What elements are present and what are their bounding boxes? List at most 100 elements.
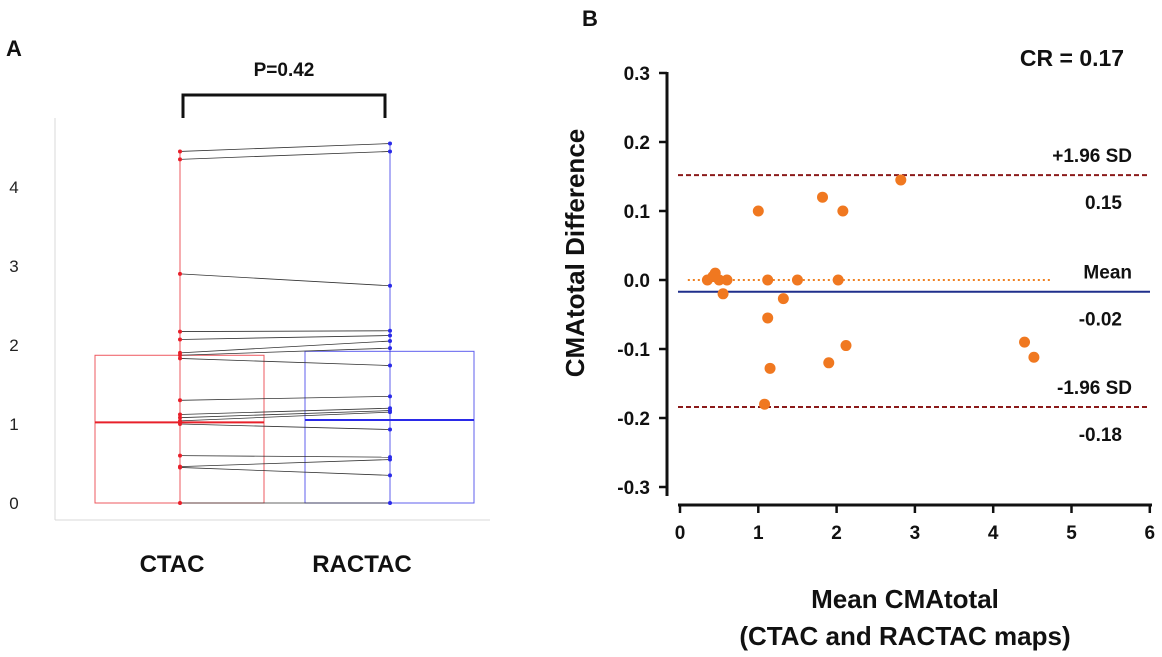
pair-line bbox=[179, 395, 391, 401]
pair-line bbox=[179, 358, 391, 366]
ctac-point bbox=[178, 356, 182, 361]
pair-line bbox=[179, 407, 391, 415]
category-label-ctac: CTAC bbox=[140, 551, 205, 578]
ref-label-1-96-sd: -1.96 SD bbox=[1057, 378, 1132, 399]
ctac-point bbox=[178, 422, 182, 426]
panel-b-y-axis-title: CMAtotal Difference bbox=[560, 129, 590, 377]
ctac-point bbox=[178, 157, 182, 162]
ctac-point bbox=[178, 415, 182, 420]
ractac-point bbox=[388, 141, 392, 146]
panel-a-boxes bbox=[94, 143, 475, 504]
ctac-point bbox=[178, 418, 182, 423]
x-tick-label: 0 bbox=[675, 523, 686, 544]
ctac-point bbox=[178, 337, 182, 342]
panel-b-x-axis-title-line1: Mean CMAtotal bbox=[811, 584, 999, 614]
y-tick-label: 0.0 bbox=[624, 271, 650, 292]
y-tick-label: 0.3 bbox=[624, 64, 650, 85]
data-point bbox=[817, 191, 829, 203]
ractac-point bbox=[388, 410, 392, 415]
panel-b-x-ticks: 0 1 2 3 4 5 6 bbox=[675, 505, 1155, 544]
ractac-point bbox=[388, 363, 392, 368]
pair-line bbox=[179, 411, 391, 422]
ractac-point bbox=[388, 283, 392, 288]
data-point bbox=[1019, 336, 1031, 348]
ctac-point bbox=[178, 453, 182, 458]
data-point bbox=[823, 357, 835, 369]
panel-a-letter: A bbox=[6, 36, 22, 61]
data-point bbox=[762, 274, 774, 286]
pair-line bbox=[179, 151, 391, 160]
y-tick-label: 1 bbox=[9, 415, 18, 434]
data-point bbox=[762, 312, 774, 324]
pair-line bbox=[179, 410, 391, 419]
y-tick-label: 0.1 bbox=[624, 202, 651, 223]
y-tick-label: -0.1 bbox=[617, 340, 650, 361]
y-tick-label: 4 bbox=[9, 178, 18, 197]
x-tick-label: 6 bbox=[1145, 523, 1156, 544]
ctac-point bbox=[178, 149, 182, 154]
pair-line bbox=[179, 455, 391, 458]
pair-line bbox=[179, 330, 391, 332]
data-point bbox=[717, 288, 729, 300]
ractac-point bbox=[388, 339, 392, 344]
panel-a-pair-lines bbox=[178, 141, 392, 505]
ctac-point bbox=[178, 353, 182, 358]
pair-line bbox=[179, 459, 391, 468]
ractac-point bbox=[388, 346, 392, 351]
data-point bbox=[713, 274, 725, 286]
significance-bracket bbox=[181, 93, 387, 118]
category-label-ractac: RACTAC bbox=[312, 551, 412, 578]
ctac-point bbox=[178, 398, 182, 403]
panel-a-y-tick-labels: 0 1 2 3 4 bbox=[9, 178, 18, 513]
p-value-label: P=0.42 bbox=[254, 60, 315, 81]
ractac-point bbox=[388, 427, 392, 432]
ref-value-mean: -0.02 bbox=[1079, 310, 1122, 331]
ctac-point bbox=[178, 271, 182, 276]
y-tick-label: -0.3 bbox=[617, 478, 650, 499]
ref-value-1-96-sd: -0.18 bbox=[1079, 425, 1122, 446]
ctac-point bbox=[178, 501, 182, 505]
ref-label-mean: Mean bbox=[1083, 263, 1132, 284]
ractac-point bbox=[388, 473, 392, 478]
x-tick-label: 4 bbox=[988, 523, 999, 544]
y-tick-label: 3 bbox=[9, 257, 18, 276]
panel-a: A 0 1 2 3 4 P=0.42 CTAC RACTAC bbox=[6, 36, 490, 578]
data-point bbox=[721, 274, 733, 286]
x-tick-label: 2 bbox=[831, 523, 842, 544]
pair-line bbox=[179, 467, 391, 476]
y-tick-label: 0 bbox=[9, 494, 18, 513]
panel-b-points bbox=[701, 174, 1040, 410]
data-point bbox=[832, 274, 844, 286]
ractac-point bbox=[388, 457, 392, 462]
ractac-point bbox=[388, 149, 392, 154]
ractac-point bbox=[388, 394, 392, 399]
x-tick-label: 1 bbox=[753, 523, 764, 544]
pair-line bbox=[179, 340, 391, 354]
pair-line bbox=[179, 423, 391, 430]
data-point bbox=[759, 398, 771, 410]
data-point bbox=[764, 362, 776, 374]
data-point bbox=[777, 293, 789, 305]
data-point bbox=[791, 274, 803, 286]
panel-b: B CR = 0.17 0.3 0.2 0.1 0.0 -0.1 -0.2 -0.3 0 1 2… bbox=[560, 6, 1155, 651]
pair-line bbox=[179, 335, 391, 340]
y-tick-label: 2 bbox=[9, 336, 18, 355]
panel-b-y-ticks: 0.3 0.2 0.1 0.0 -0.1 -0.2 -0.3 bbox=[617, 64, 667, 499]
ref-label-1-96-sd: +1.96 SD bbox=[1052, 146, 1132, 167]
ractac-point bbox=[388, 328, 392, 333]
ref-value-1-96-sd: 0.15 bbox=[1085, 193, 1122, 214]
data-point bbox=[837, 205, 849, 217]
cr-label: CR = 0.17 bbox=[1020, 45, 1124, 71]
y-tick-label: 0.2 bbox=[624, 133, 650, 154]
panel-b-reference-lines: +1.96 SD 0.15 Mean -0.02 -1.96 SD -0.18 bbox=[678, 146, 1150, 446]
x-tick-label: 5 bbox=[1066, 523, 1077, 544]
ctac-point bbox=[178, 412, 182, 417]
x-tick-label: 3 bbox=[910, 523, 921, 544]
ractac-point bbox=[388, 501, 392, 505]
ractac-point bbox=[388, 333, 392, 338]
ctac-point bbox=[178, 329, 182, 334]
ctac-point bbox=[178, 465, 182, 470]
y-tick-label: -0.2 bbox=[617, 409, 650, 430]
data-point bbox=[895, 174, 907, 186]
